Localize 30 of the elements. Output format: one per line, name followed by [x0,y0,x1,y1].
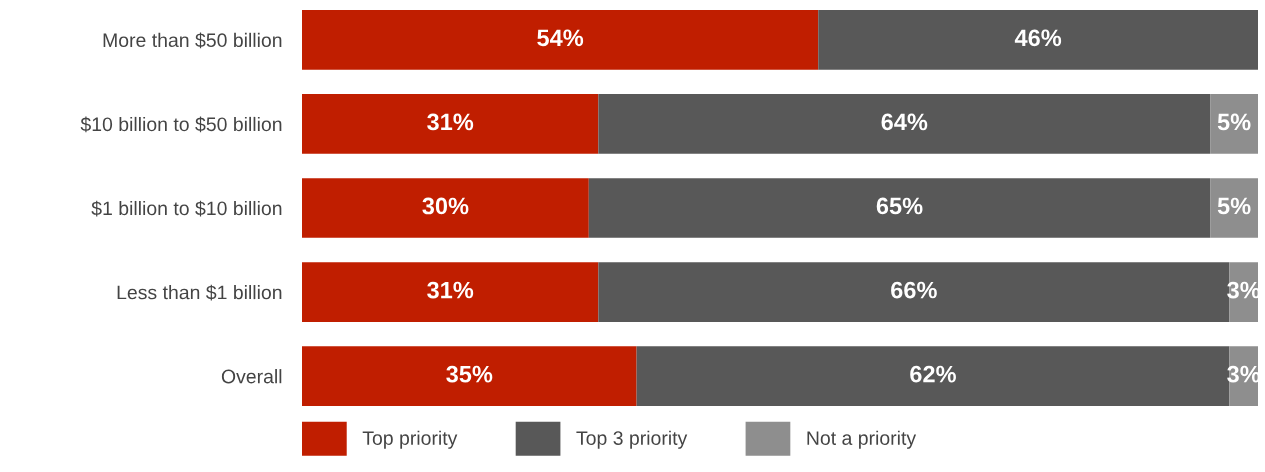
legend-label: Not a priority [807,430,917,449]
y-tick-label: More than $50 billion [103,32,282,49]
data-label: 54% [537,29,584,47]
data-label: 30% [422,197,469,215]
data-label: 5% [1217,113,1251,131]
bar [1210,178,1258,238]
bar [302,178,589,238]
data-label: 65% [876,197,923,215]
data-label: 31% [427,113,474,131]
data-label: 62% [910,365,956,383]
y-tick-label: Overall [221,369,282,384]
bar [302,10,819,70]
bar [302,346,637,406]
bar [588,178,1211,238]
bar [1210,94,1258,154]
data-label: 31% [427,281,474,299]
legend-label: Top priority [362,430,458,449]
bar [818,10,1258,70]
legend-label: Top 3 priority [576,430,688,449]
data-label: 66% [891,281,937,299]
y-tick-label: Less than $1 billion [117,284,282,301]
bar [598,94,1211,154]
y-tick-label: $10 billion to $50 billion [80,116,282,133]
data-label: 46% [1014,29,1062,47]
y-tick-label: $1 billion to $10 billion [91,200,282,217]
bar [302,94,599,154]
bar [302,262,599,322]
data-label: 5% [1217,197,1251,215]
data-label: 64% [881,113,928,131]
data-label: 35% [446,365,493,383]
